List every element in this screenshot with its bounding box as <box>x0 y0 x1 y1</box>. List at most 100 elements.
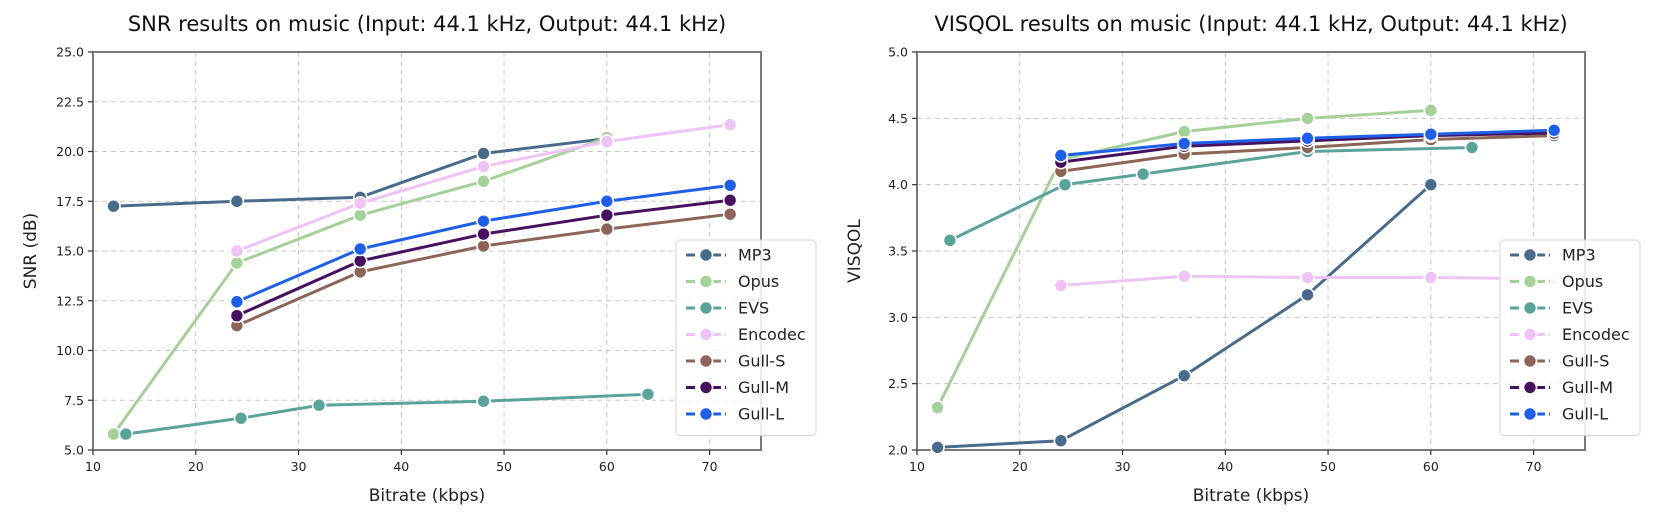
snr-point-opus <box>106 426 121 442</box>
visqol-point-opus <box>1423 103 1439 118</box>
snr-series-evs <box>118 386 656 442</box>
snr-line-opus <box>112 136 609 436</box>
snr-point-evs <box>233 410 249 426</box>
visqol-legend-item-gull-s: Gull-S <box>1510 352 1609 371</box>
visqol-point-mp3 <box>1176 368 1192 384</box>
visqol-legend-marker <box>1522 353 1538 369</box>
snr-x-axis-label: Bitrate (kbps) <box>369 486 486 506</box>
visqol-point-mp3 <box>1300 287 1315 303</box>
visqol-legend-item-gull-m: Gull-M <box>1510 378 1613 397</box>
snr-point-evs <box>640 386 656 402</box>
snr-series-encodec <box>229 117 738 259</box>
visqol-legend-marker <box>1522 406 1538 422</box>
snr-x-tick-label: 40 <box>393 459 409 474</box>
visqol-y-tick-label: 3.5 <box>888 244 908 259</box>
snr-point-gull-s <box>722 206 738 222</box>
visqol-point-encodec <box>1423 270 1439 285</box>
visqol-legend-label: MP3 <box>1562 246 1596 265</box>
snr-point-encodec <box>476 159 491 174</box>
snr-point-gull-s <box>476 238 491 254</box>
snr-legend-label: MP3 <box>738 246 772 265</box>
snr-legend-label: EVS <box>738 299 769 318</box>
visqol-y-tick-label: 2.0 <box>888 443 908 458</box>
snr-legend-label: Gull-S <box>738 352 785 371</box>
visqol-point-evs <box>1464 140 1480 155</box>
snr-chart-title: SNR results on music (Input: 44.1 kHz, O… <box>128 12 726 36</box>
visqol-y-tick-label: 4.5 <box>888 111 908 126</box>
visqol-legend-item-encodec: Encodec <box>1510 325 1630 344</box>
snr-legend-item-gull-s: Gull-S <box>686 352 785 371</box>
snr-legend-marker <box>698 406 714 422</box>
snr-y-tick-label: 7.5 <box>64 393 84 408</box>
snr-point-evs <box>118 426 134 442</box>
snr-x-tick-label: 50 <box>496 459 512 474</box>
visqol-y-tick-label: 2.5 <box>888 376 908 391</box>
snr-x-tick-label: 20 <box>188 459 204 474</box>
snr-point-encodec <box>229 243 245 259</box>
snr-y-tick-label: 20.0 <box>56 144 84 159</box>
snr-legend-item-gull-m: Gull-M <box>686 378 789 397</box>
snr-point-mp3 <box>106 198 121 214</box>
snr-legend-item-evs: EVS <box>686 299 769 318</box>
snr-x-tick-label: 60 <box>599 459 615 474</box>
visqol-point-gull-l <box>1176 136 1192 151</box>
visqol-x-axis-label: Bitrate (kbps) <box>1193 486 1310 506</box>
snr-point-gull-m <box>476 226 491 242</box>
snr-legend-marker <box>698 353 714 369</box>
snr-point-encodec <box>599 134 615 149</box>
visqol-legend-marker <box>1522 327 1538 342</box>
visqol-legend-label: EVS <box>1562 299 1593 318</box>
snr-legend-label: Gull-M <box>738 378 789 397</box>
snr-legend-label: Encodec <box>738 325 806 344</box>
visqol-legend-item-opus: Opus <box>1510 272 1603 291</box>
visqol-x-tick-label: 10 <box>909 459 925 474</box>
visqol-legend-item-evs: EVS <box>1510 299 1593 318</box>
snr-point-gull-m <box>722 192 738 208</box>
visqol-legend-label: Gull-M <box>1562 378 1613 397</box>
snr-legend-marker <box>698 274 714 289</box>
visqol-y-tick-label: 3.0 <box>888 310 908 325</box>
snr-point-opus <box>476 174 491 189</box>
visqol-point-encodec <box>1176 268 1192 284</box>
visqol-point-evs <box>1057 177 1073 192</box>
snr-point-encodec <box>722 117 738 132</box>
visqol-chart: 10 20 30 40 50 60 70 2.0 2.5 3.0 3.5 4.0 4.5 5.0 VISQO… <box>845 12 1641 506</box>
snr-point-gull-m <box>352 253 368 269</box>
visqol-point-opus <box>1300 111 1315 126</box>
visqol-x-tick-label: 70 <box>1526 459 1542 474</box>
visqol-y-tick-label: 5.0 <box>888 45 908 60</box>
snr-legend-item-mp3: MP3 <box>686 246 772 265</box>
visqol-legend-marker <box>1522 380 1538 395</box>
snr-legend-marker <box>698 327 714 342</box>
snr-y-tick-label: 17.5 <box>56 194 84 209</box>
visqol-point-encodec <box>1053 278 1069 293</box>
snr-y-tick-label: 22.5 <box>56 94 84 109</box>
snr-y-tick-label: 10.0 <box>56 343 84 358</box>
visqol-point-gull-l <box>1546 122 1562 138</box>
snr-point-mp3 <box>476 146 491 161</box>
visqol-legend-label: Gull-S <box>1562 352 1609 371</box>
visqol-point-mp3 <box>930 440 945 455</box>
visqol-legend-label: Gull-L <box>1562 405 1608 424</box>
snr-legend-marker <box>698 300 714 316</box>
snr-legend: MP3 Opus EVS Encodec Gull-S Gull-M Gull-L <box>675 239 817 436</box>
snr-point-gull-l <box>476 213 491 229</box>
visqol-point-gull-l <box>1300 130 1315 146</box>
visqol-point-encodec <box>1300 270 1315 285</box>
snr-point-gull-m <box>229 308 245 323</box>
snr-legend-item-encodec: Encodec <box>686 325 806 344</box>
snr-y-tick-label: 5.0 <box>64 443 84 458</box>
snr-legend-item-opus: Opus <box>686 272 779 291</box>
snr-legend-marker <box>698 247 714 263</box>
snr-y-tick-label: 12.5 <box>56 293 84 308</box>
visqol-legend-item-gull-l: Gull-L <box>1510 405 1608 424</box>
visqol-point-opus <box>1176 124 1192 139</box>
snr-point-gull-m <box>599 207 615 223</box>
visqol-legend-marker <box>1522 274 1538 289</box>
visqol-point-mp3 <box>1053 433 1069 449</box>
snr-x-tick-label: 70 <box>702 459 718 474</box>
snr-point-gull-l <box>599 193 615 209</box>
snr-series-gull-s <box>229 206 738 333</box>
snr-legend-item-gull-l: Gull-L <box>686 405 784 424</box>
